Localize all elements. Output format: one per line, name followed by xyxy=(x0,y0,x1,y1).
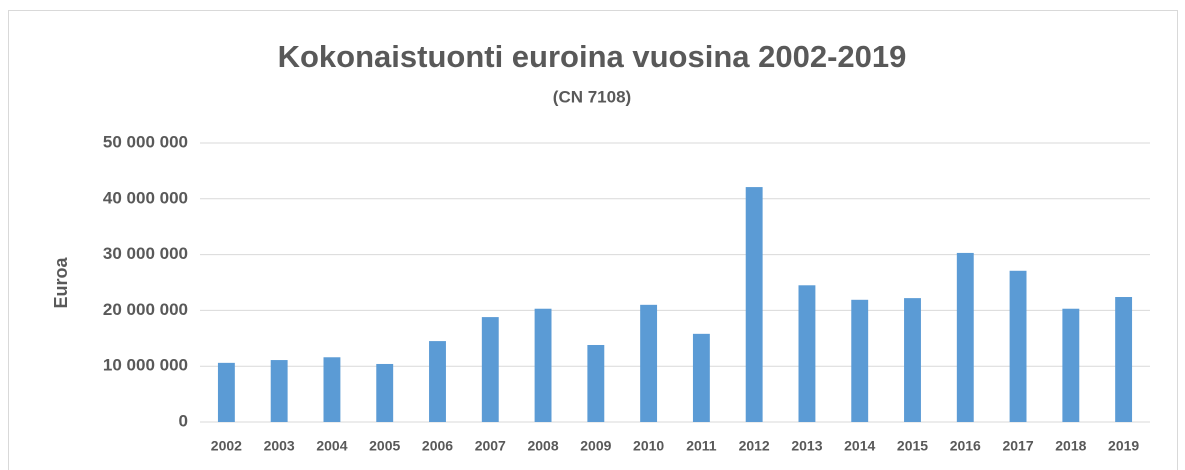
chart-subtitle: (CN 7108) xyxy=(553,87,631,106)
y-tick-label: 0 xyxy=(179,411,188,430)
x-tick-label: 2006 xyxy=(422,438,453,454)
x-tick-label: 2011 xyxy=(686,438,717,454)
bar xyxy=(1009,270,1027,422)
x-tick-label: 2017 xyxy=(1002,438,1033,454)
bar xyxy=(745,187,763,422)
x-tick-label: 2013 xyxy=(791,438,822,454)
x-tick-label: 2018 xyxy=(1055,438,1086,454)
y-tick-label: 30 000 000 xyxy=(103,244,188,263)
bar xyxy=(429,341,446,422)
y-tick-label: 20 000 000 xyxy=(103,300,188,319)
x-tick-label: 2012 xyxy=(739,438,770,454)
x-tick-label: 2016 xyxy=(950,438,981,454)
x-tick-label: 2005 xyxy=(369,438,400,454)
chart-title: Kokonaistuonti euroina vuosina 2002-2019 xyxy=(278,39,907,74)
x-tick-label: 2010 xyxy=(633,438,664,454)
y-axis-label: Euroa xyxy=(51,257,71,309)
bar xyxy=(904,298,921,422)
x-tick-label: 2007 xyxy=(475,438,506,454)
x-tick-label: 2008 xyxy=(527,438,558,454)
x-tick-label: 2002 xyxy=(211,438,242,454)
bar xyxy=(640,304,658,422)
x-tick-label: 2015 xyxy=(897,438,928,454)
bar xyxy=(1115,297,1133,422)
bar xyxy=(587,344,605,422)
x-tick-label: 2014 xyxy=(844,438,875,454)
x-tick-label: 2004 xyxy=(316,438,347,454)
y-tick-label: 50 000 000 xyxy=(103,132,188,151)
bar xyxy=(956,252,974,422)
bar xyxy=(217,362,235,422)
bar xyxy=(798,285,816,422)
bar xyxy=(481,317,499,422)
x-tick-label: 2009 xyxy=(580,438,611,454)
y-tick-label: 40 000 000 xyxy=(103,188,188,207)
y-tick-label: 10 000 000 xyxy=(103,356,188,375)
bar xyxy=(270,360,288,422)
x-tick-label: 2019 xyxy=(1108,438,1139,454)
bar xyxy=(376,363,394,422)
x-tick-label: 2003 xyxy=(264,438,295,454)
bar xyxy=(692,333,710,422)
bar xyxy=(1062,308,1080,422)
bar xyxy=(534,308,552,422)
bar xyxy=(851,299,869,422)
bar xyxy=(323,357,341,422)
